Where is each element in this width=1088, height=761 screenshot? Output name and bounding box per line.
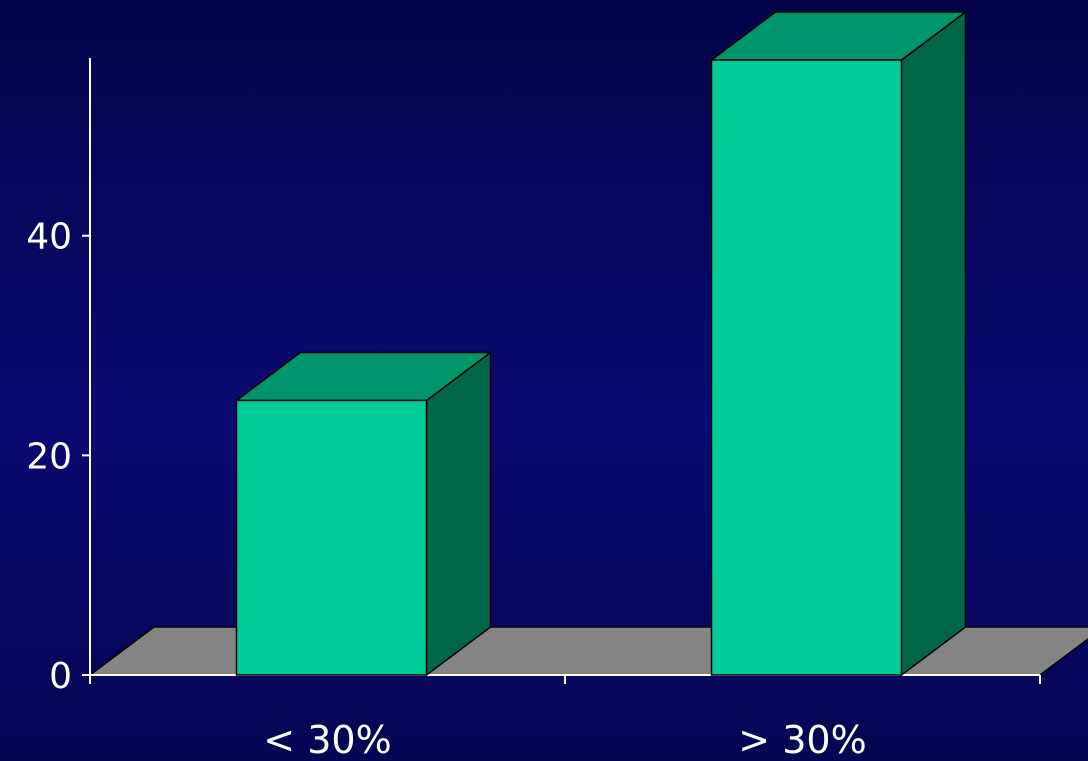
- chart-labels-layer: 0 20 40 < 30% > 30%: [26, 217, 867, 761]
- bar-front-face: [710, 59, 903, 676]
- y-tick-label: 20: [26, 436, 72, 477]
- x-category-label: > 30%: [738, 718, 866, 761]
- bar-side-face: [900, 10, 967, 677]
- bar: [709, 10, 968, 677]
- bar-side-face: [425, 350, 492, 677]
- bar: [234, 350, 493, 677]
- chart-bars-layer: [234, 10, 968, 677]
- x-category-label: < 30%: [263, 718, 391, 761]
- y-tick-label: 0: [49, 656, 72, 697]
- y-tick-label: 40: [26, 217, 72, 258]
- bar-front-face: [235, 399, 428, 676]
